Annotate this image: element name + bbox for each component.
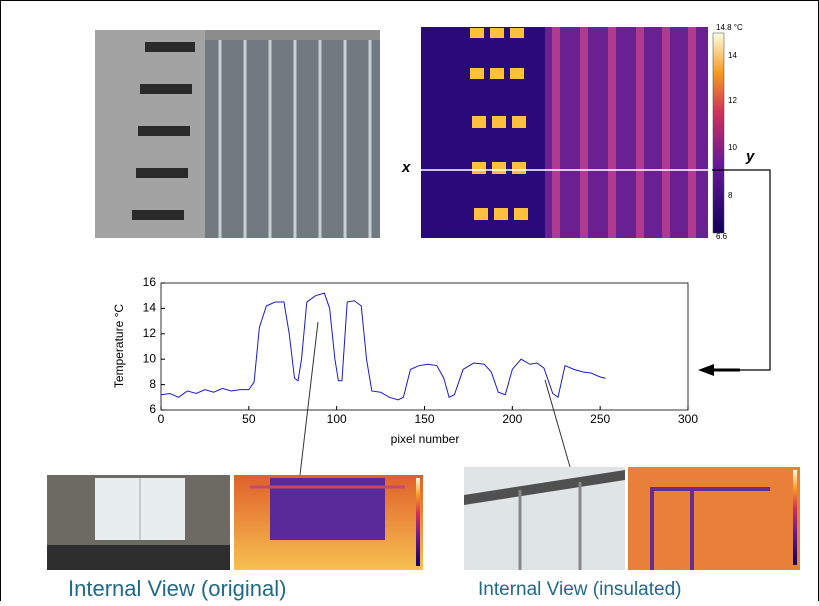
colorbar xyxy=(712,32,725,234)
thermal-image xyxy=(421,27,710,238)
building-photo xyxy=(95,30,380,238)
colorbar-bottom: 6.6 xyxy=(716,232,728,241)
plot-area xyxy=(160,282,689,411)
colorbar-tick: 14 xyxy=(728,51,737,60)
x-tick-label: 50 xyxy=(242,412,256,426)
y-tick-label: 6 xyxy=(149,402,156,416)
y-tick-label: 8 xyxy=(149,377,156,391)
y-tick-label: 12 xyxy=(143,326,157,340)
y-tick-label: 16 xyxy=(143,275,157,289)
colorbar-tick: 10 xyxy=(728,143,737,152)
x-tick-label: 200 xyxy=(502,412,522,426)
colorbar-top: 14.8 °C xyxy=(716,23,743,32)
pointer xyxy=(299,321,319,476)
colorbar-tick: 12 xyxy=(728,96,737,105)
y-axis-label: Temperature °C xyxy=(112,304,126,388)
data-line xyxy=(160,292,606,401)
x-tick-label: 250 xyxy=(590,412,610,426)
interior-photo xyxy=(47,475,230,570)
colorbar-tick: 8 xyxy=(728,191,733,200)
profile-end: y xyxy=(745,148,755,165)
x-tick-label: 100 xyxy=(327,412,347,426)
x-tick-label: 150 xyxy=(414,412,434,426)
profile-start: x xyxy=(401,159,411,176)
arrow-head xyxy=(698,364,714,376)
pointer xyxy=(544,379,571,468)
insulated-photo xyxy=(464,467,625,570)
x-tick-label: 300 xyxy=(678,412,698,426)
caption: Internal View (original) xyxy=(68,576,286,601)
insulated-thermal xyxy=(628,467,800,570)
interior-thermal xyxy=(234,475,423,570)
x-tick-label: 0 xyxy=(158,412,165,426)
line-chart: 6 8 10 12 14 16 0 50 100 150 200 250 300 xyxy=(143,275,699,426)
caption: Internal View (insulated) xyxy=(478,579,681,600)
x-axis-label: pixel number xyxy=(391,432,460,446)
y-tick-label: 14 xyxy=(143,301,157,315)
y-tick-label: 10 xyxy=(143,351,157,365)
